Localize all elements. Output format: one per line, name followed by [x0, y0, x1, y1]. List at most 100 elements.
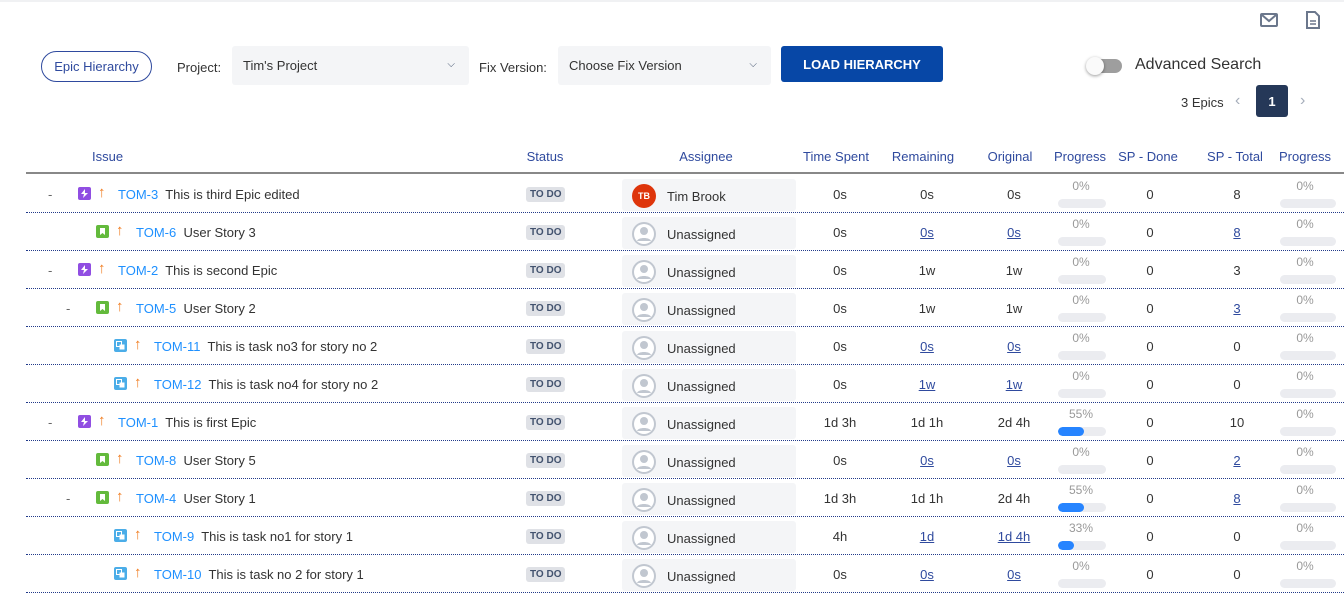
assignee[interactable]: Unassigned: [622, 217, 796, 249]
header-sp-total[interactable]: SP - Total: [1207, 149, 1263, 164]
original-estimate[interactable]: 1d 4h: [997, 529, 1031, 544]
assignee[interactable]: Unassigned: [622, 331, 796, 363]
assignee[interactable]: Unassigned: [622, 369, 796, 401]
progress-percent: 0%: [1072, 445, 1090, 459]
header-issue[interactable]: Issue: [92, 149, 124, 164]
subtask-icon: [114, 377, 127, 390]
assignee[interactable]: Unassigned: [622, 293, 796, 325]
assignee[interactable]: Unassigned: [622, 445, 796, 477]
table-row: ↑ TOM-8 User Story 5 TO DO Unassigned 0s…: [26, 441, 1344, 479]
document-icon[interactable]: [1303, 10, 1323, 30]
time-spent: 0s: [833, 225, 847, 240]
assignee[interactable]: Unassigned: [622, 255, 796, 287]
issue-summary: This is second Epic: [165, 263, 278, 278]
table-row: ↑ TOM-10 This is task no 2 for story 1 T…: [26, 555, 1344, 593]
header-assignee[interactable]: Assignee: [679, 149, 733, 164]
original-estimate[interactable]: 0s: [1007, 567, 1021, 582]
time-remaining[interactable]: 0s: [920, 567, 934, 582]
issue-key-link[interactable]: TOM-10: [154, 567, 202, 582]
priority-high-icon: ↑: [98, 184, 106, 201]
sp-total[interactable]: 8: [1233, 225, 1241, 240]
issue-key-link[interactable]: TOM-9: [154, 529, 195, 544]
advanced-search-toggle[interactable]: [1086, 57, 1122, 75]
chevron-right-icon[interactable]: ›: [1300, 92, 1306, 109]
sp-done: 0: [1146, 529, 1154, 544]
sp-done: 0: [1146, 339, 1154, 354]
issue-summary: This is first Epic: [165, 415, 257, 430]
header-sp-progress[interactable]: Progress: [1278, 149, 1332, 164]
original-estimate[interactable]: 1w: [1005, 377, 1023, 392]
issue-key-link[interactable]: TOM-12: [154, 377, 202, 392]
assignee-name: Unassigned: [667, 569, 736, 584]
original-estimate: 1w: [1005, 301, 1023, 316]
collapse-toggle[interactable]: -: [66, 301, 71, 316]
table-row: ↑ TOM-6 User Story 3 TO DO Unassigned 0s…: [26, 213, 1344, 251]
time-remaining[interactable]: 0s: [920, 225, 934, 240]
epic-hierarchy-button[interactable]: Epic Hierarchy: [41, 51, 152, 82]
time-remaining[interactable]: 1w: [918, 377, 936, 392]
avatar: [632, 336, 656, 360]
avatar: TB: [632, 184, 656, 208]
epic-icon: [78, 187, 91, 200]
original-estimate: 1w: [1005, 263, 1023, 278]
issue-key-link[interactable]: TOM-1: [118, 415, 159, 430]
sp-progress-bar: [1280, 465, 1336, 474]
page-1-button[interactable]: 1: [1256, 85, 1288, 117]
issue-key-link[interactable]: TOM-2: [118, 263, 159, 278]
priority-high-icon: ↑: [98, 412, 106, 429]
chevron-left-icon[interactable]: ‹: [1235, 92, 1241, 109]
assignee[interactable]: Unassigned: [622, 483, 796, 515]
sp-total[interactable]: 3: [1233, 301, 1241, 316]
issue-key-link[interactable]: TOM-4: [136, 491, 177, 506]
assignee-name: Unassigned: [667, 455, 736, 470]
status-badge: TO DO: [526, 225, 566, 240]
time-spent: 0s: [833, 339, 847, 354]
collapse-toggle[interactable]: -: [48, 263, 53, 278]
sp-total[interactable]: 8: [1233, 491, 1241, 506]
sp-total[interactable]: 2: [1233, 453, 1241, 468]
issue-key-link[interactable]: TOM-11: [154, 339, 201, 354]
sp-done: 0: [1146, 453, 1154, 468]
progress-bar: [1058, 503, 1106, 512]
header-progress[interactable]: Progress: [1053, 149, 1107, 164]
header-status[interactable]: Status: [526, 149, 564, 164]
header-sp-done[interactable]: SP - Done: [1118, 149, 1178, 164]
original-estimate[interactable]: 0s: [1007, 225, 1021, 240]
time-remaining[interactable]: 0s: [920, 453, 934, 468]
table-row: ↑ TOM-11 This is task no3 for story no 2…: [26, 327, 1344, 365]
header-original[interactable]: Original: [987, 149, 1033, 164]
issue-key-link[interactable]: TOM-3: [118, 187, 159, 202]
story-icon: [96, 301, 109, 314]
progress-bar: [1058, 427, 1106, 436]
assignee[interactable]: Unassigned: [622, 407, 796, 439]
status-badge: TO DO: [526, 339, 566, 354]
original-estimate[interactable]: 0s: [1007, 453, 1021, 468]
original-estimate[interactable]: 0s: [1007, 339, 1021, 354]
issue-key-link[interactable]: TOM-6: [136, 225, 177, 240]
assignee[interactable]: TB Tim Brook: [622, 179, 796, 211]
story-icon: [96, 225, 109, 238]
issue-key-link[interactable]: TOM-5: [136, 301, 177, 316]
collapse-toggle[interactable]: -: [48, 187, 53, 202]
fix-version-select[interactable]: Choose Fix Version ⌵: [558, 46, 771, 85]
issue-key-link[interactable]: TOM-8: [136, 453, 177, 468]
avatar: [632, 526, 656, 550]
issue-summary: User Story 5: [183, 453, 256, 468]
load-hierarchy-button[interactable]: LOAD HIERARCHY: [781, 46, 943, 82]
assignee-name: Unassigned: [667, 227, 736, 242]
mail-icon[interactable]: [1259, 10, 1279, 30]
sp-progress-percent: 0%: [1296, 521, 1314, 535]
priority-high-icon: ↑: [134, 564, 142, 581]
time-remaining[interactable]: 0s: [920, 339, 934, 354]
header-time-spent[interactable]: Time Spent: [803, 149, 869, 164]
time-spent: 0s: [833, 567, 847, 582]
assignee[interactable]: Unassigned: [622, 521, 796, 553]
time-remaining[interactable]: 1d: [919, 529, 935, 544]
assignee[interactable]: Unassigned: [622, 559, 796, 591]
header-remaining[interactable]: Remaining: [891, 149, 955, 164]
issue-summary: This is third Epic edited: [165, 187, 300, 202]
sp-total: 10: [1229, 415, 1245, 430]
collapse-toggle[interactable]: -: [48, 415, 53, 430]
project-select[interactable]: Tim's Project ⌵: [232, 46, 469, 85]
collapse-toggle[interactable]: -: [66, 491, 71, 506]
